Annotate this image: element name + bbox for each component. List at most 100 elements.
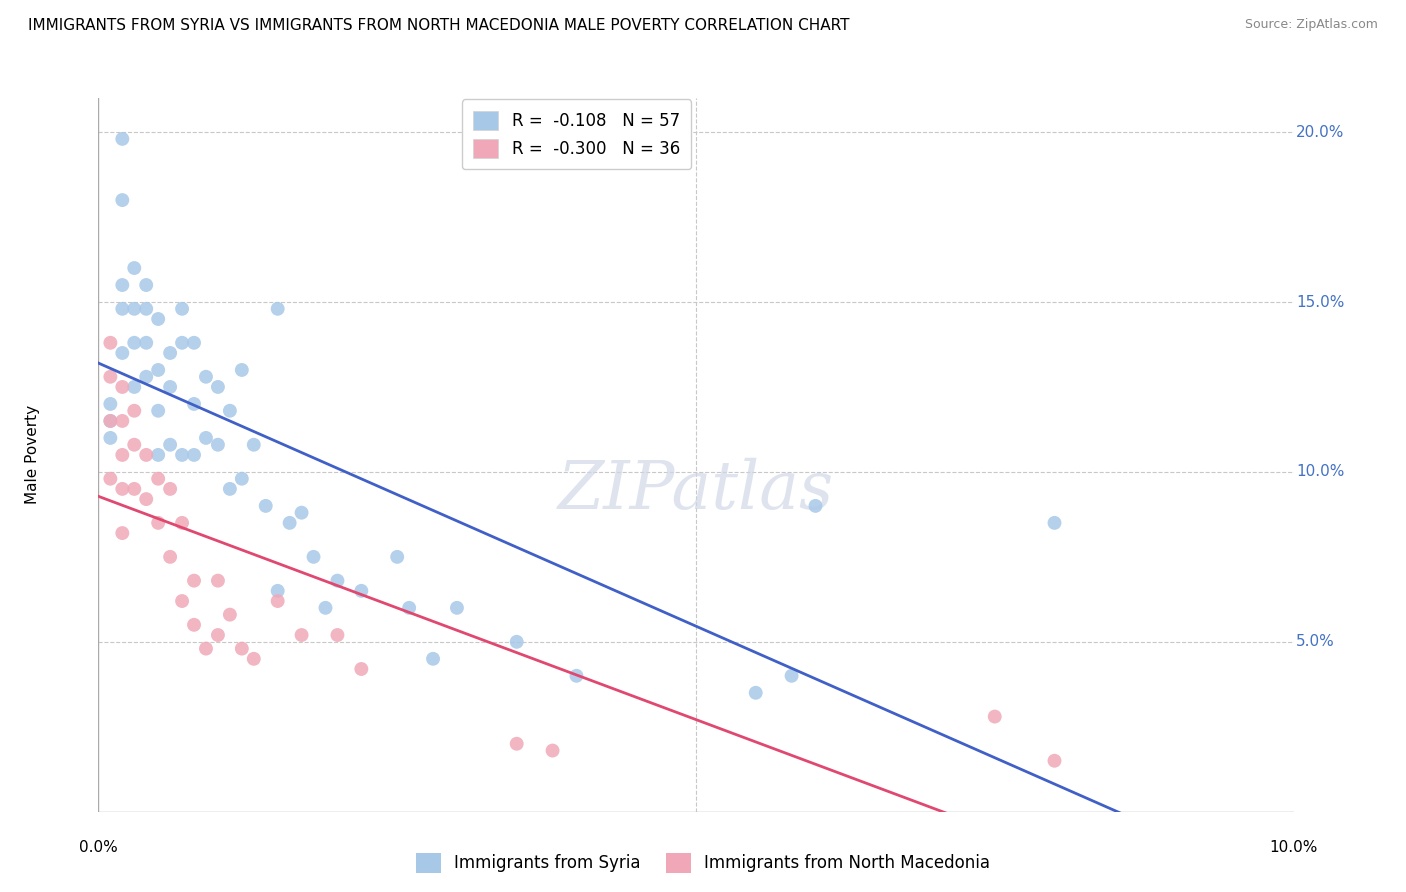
Point — [350, 583, 373, 598]
Point — [207, 574, 229, 588]
Point — [111, 301, 134, 316]
Point — [183, 448, 205, 462]
Text: 10.0%: 10.0% — [1270, 840, 1317, 855]
Point — [385, 549, 409, 564]
Point — [159, 438, 181, 452]
Point — [207, 628, 229, 642]
Point — [172, 594, 194, 608]
Point — [1043, 754, 1066, 768]
Point — [541, 743, 564, 757]
Point — [194, 641, 218, 656]
Point — [111, 346, 134, 360]
Point — [302, 549, 325, 564]
Point — [231, 363, 253, 377]
Point — [135, 278, 157, 293]
Point — [98, 472, 122, 486]
Point — [172, 448, 194, 462]
Point — [326, 628, 349, 642]
Legend: R =  -0.108   N = 57, R =  -0.300   N = 36: R = -0.108 N = 57, R = -0.300 N = 36 — [461, 99, 692, 169]
Point — [111, 482, 134, 496]
Point — [422, 652, 444, 666]
Point — [135, 492, 157, 507]
Point — [183, 617, 205, 632]
Point — [219, 403, 242, 417]
Point — [506, 635, 529, 649]
Point — [804, 499, 827, 513]
Point — [124, 301, 146, 316]
Text: 15.0%: 15.0% — [1296, 294, 1344, 310]
Point — [398, 600, 420, 615]
Point — [98, 431, 122, 445]
Point — [565, 669, 588, 683]
Point — [148, 312, 170, 326]
Point — [124, 438, 146, 452]
Text: 5.0%: 5.0% — [1296, 634, 1334, 649]
Point — [350, 662, 373, 676]
Legend: Immigrants from Syria, Immigrants from North Macedonia: Immigrants from Syria, Immigrants from N… — [409, 847, 997, 880]
Text: Male Poverty: Male Poverty — [25, 405, 41, 505]
Text: 0.0%: 0.0% — [79, 840, 118, 855]
Point — [745, 686, 768, 700]
Point — [290, 506, 312, 520]
Point — [124, 482, 146, 496]
Point — [194, 369, 218, 384]
Point — [111, 448, 134, 462]
Point — [172, 516, 194, 530]
Point — [172, 335, 194, 350]
Point — [135, 369, 157, 384]
Point — [111, 380, 134, 394]
Point — [278, 516, 301, 530]
Point — [111, 193, 134, 207]
Point — [243, 652, 266, 666]
Point — [290, 628, 312, 642]
Point — [148, 363, 170, 377]
Point — [183, 574, 205, 588]
Point — [326, 574, 349, 588]
Point — [148, 448, 170, 462]
Point — [207, 438, 229, 452]
Point — [98, 397, 122, 411]
Point — [1043, 516, 1066, 530]
Point — [983, 709, 1005, 723]
Point — [135, 335, 157, 350]
Point — [254, 499, 277, 513]
Point — [148, 403, 170, 417]
Point — [111, 278, 134, 293]
Point — [135, 301, 157, 316]
Point — [207, 380, 229, 394]
Point — [148, 516, 170, 530]
Point — [506, 737, 529, 751]
Point — [446, 600, 468, 615]
Point — [267, 301, 290, 316]
Point — [194, 431, 218, 445]
Point — [98, 335, 122, 350]
Point — [172, 301, 194, 316]
Point — [159, 549, 181, 564]
Point — [159, 346, 181, 360]
Point — [98, 369, 122, 384]
Point — [111, 526, 134, 541]
Point — [98, 414, 122, 428]
Point — [98, 414, 122, 428]
Point — [219, 607, 242, 622]
Point — [111, 414, 134, 428]
Point — [243, 438, 266, 452]
Point — [159, 482, 181, 496]
Point — [183, 397, 205, 411]
Text: IMMIGRANTS FROM SYRIA VS IMMIGRANTS FROM NORTH MACEDONIA MALE POVERTY CORRELATIO: IMMIGRANTS FROM SYRIA VS IMMIGRANTS FROM… — [28, 18, 849, 33]
Point — [219, 482, 242, 496]
Point — [124, 403, 146, 417]
Text: ZIPatlas: ZIPatlas — [558, 458, 834, 524]
Point — [267, 583, 290, 598]
Text: Source: ZipAtlas.com: Source: ZipAtlas.com — [1244, 18, 1378, 31]
Point — [148, 472, 170, 486]
Point — [124, 260, 146, 275]
Point — [124, 380, 146, 394]
Point — [780, 669, 803, 683]
Point — [231, 472, 253, 486]
Point — [183, 335, 205, 350]
Point — [231, 641, 253, 656]
Point — [124, 335, 146, 350]
Point — [159, 380, 181, 394]
Text: 20.0%: 20.0% — [1296, 125, 1344, 140]
